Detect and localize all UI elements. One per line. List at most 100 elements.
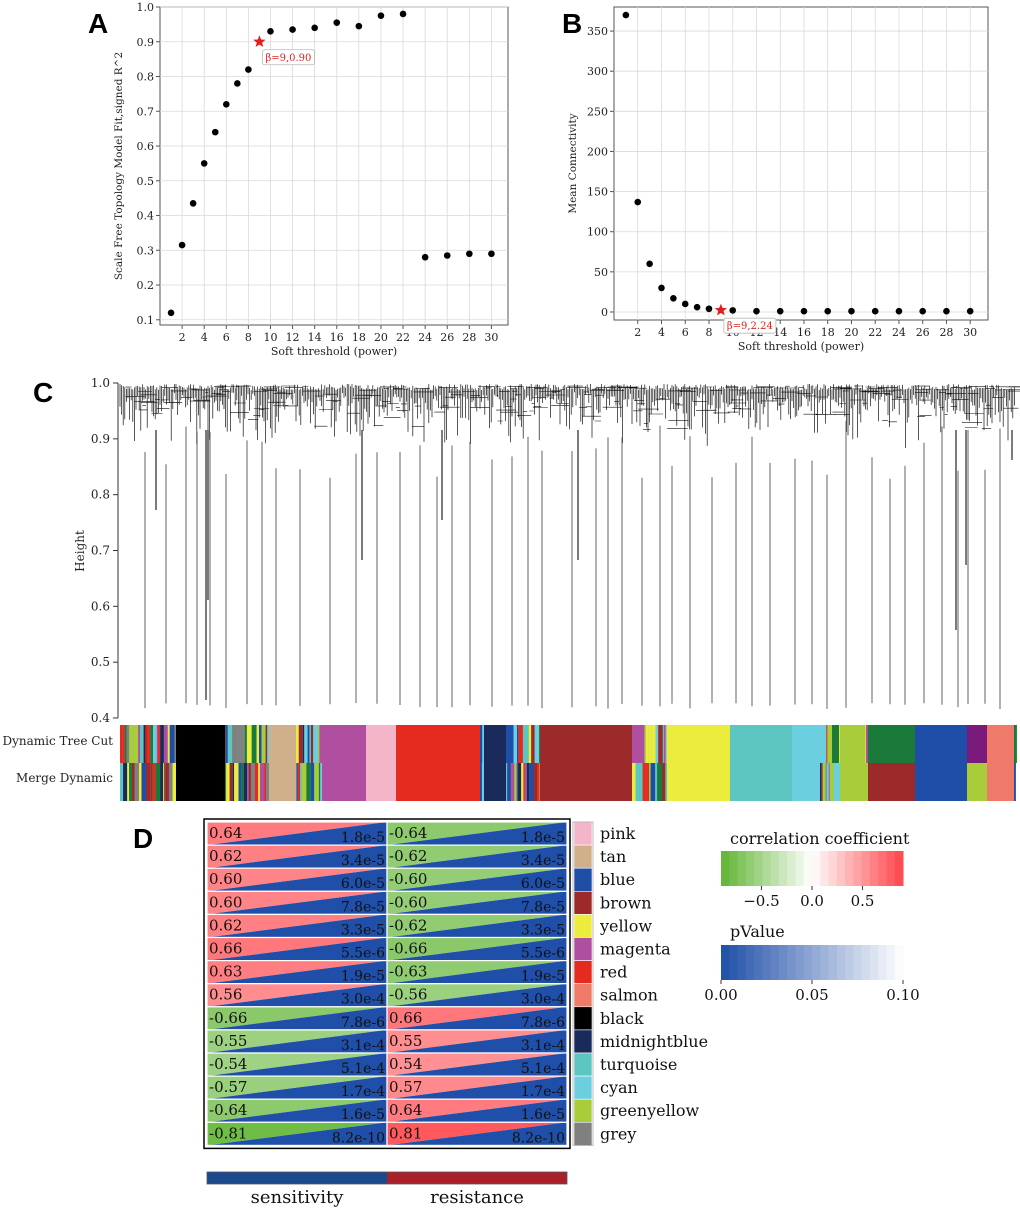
legend-p-swatch bbox=[737, 945, 747, 980]
y-tick-label: 100 bbox=[587, 226, 608, 239]
legend-corr-swatch bbox=[778, 851, 788, 886]
merge-row-stripe bbox=[225, 763, 227, 801]
x-tick-label: 24 bbox=[418, 331, 432, 344]
module-label: black bbox=[600, 1009, 644, 1028]
y-tick-label: 0.1 bbox=[137, 314, 155, 327]
merge-row-stripe bbox=[120, 763, 124, 801]
cell-r-value-sens: -0.66 bbox=[209, 1009, 247, 1027]
cell-r-value-res: -0.64 bbox=[389, 824, 427, 842]
merge-row-module-block bbox=[269, 763, 296, 801]
tree-cut-row-stripe bbox=[509, 725, 514, 763]
y-tick-label: 0.6 bbox=[91, 599, 110, 613]
cell-p-value-sens: 3.3e-5 bbox=[341, 922, 385, 938]
data-point bbox=[800, 307, 808, 315]
cell-correlation-res bbox=[387, 845, 567, 869]
panel-letter-c: C bbox=[33, 377, 53, 408]
data-point bbox=[693, 303, 701, 311]
legend-corr-swatch bbox=[737, 851, 747, 886]
legend-corr-swatch bbox=[762, 851, 772, 886]
tree-cut-row-stripe bbox=[244, 725, 247, 763]
legend-p-swatch bbox=[721, 945, 730, 980]
y-tick-label: 1.0 bbox=[91, 376, 110, 390]
x-tick-label: 22 bbox=[396, 331, 410, 344]
data-point bbox=[311, 24, 318, 32]
data-point bbox=[399, 10, 407, 18]
merge-row-module-block bbox=[730, 763, 792, 801]
merge-row-stripe bbox=[160, 763, 164, 801]
cell-p-value-sens: 1.7e-4 bbox=[341, 1084, 385, 1100]
module-swatch bbox=[573, 937, 593, 961]
module-swatch bbox=[573, 867, 593, 892]
merge-row-stripe bbox=[526, 763, 530, 801]
x-tick-label: 16 bbox=[330, 331, 344, 344]
column-bar-sensitivity bbox=[207, 1172, 387, 1184]
cell-pvalue-res bbox=[387, 1122, 567, 1146]
cell-r-value-sens: -0.57 bbox=[209, 1078, 247, 1096]
merge-row-stripe bbox=[150, 763, 153, 801]
merge-row-module-block bbox=[396, 763, 480, 801]
cell-pvalue-res bbox=[387, 983, 567, 1007]
cell-p-value-res: 3.1e-4 bbox=[521, 1038, 565, 1054]
plot-frame bbox=[159, 6, 509, 326]
data-point bbox=[178, 241, 186, 249]
tree-cut-row-stripe bbox=[167, 725, 170, 763]
dendrogram-merges bbox=[125, 385, 1020, 430]
legend-corr-swatch bbox=[729, 851, 739, 886]
cell-pvalue-sens bbox=[207, 1122, 387, 1146]
y-tick-label: 250 bbox=[587, 105, 608, 118]
module-swatch bbox=[573, 1122, 593, 1146]
legend-p-swatch bbox=[729, 945, 739, 980]
cell-p-value-res: 7.8e-6 bbox=[521, 1015, 565, 1031]
module-swatch bbox=[573, 960, 593, 984]
legend-corr-swatch bbox=[787, 851, 796, 886]
cell-correlation-res bbox=[387, 1122, 567, 1146]
tree-cut-row-stripe bbox=[173, 725, 175, 763]
module-label: turquoise bbox=[600, 1055, 677, 1074]
data-point bbox=[355, 22, 363, 30]
merge-row-stripe bbox=[297, 763, 301, 801]
cell-r-value-sens: -0.81 bbox=[209, 1124, 247, 1142]
y-tick-label: 0.4 bbox=[91, 711, 110, 725]
cell-r-value-res: 0.81 bbox=[389, 1124, 422, 1142]
y-tick-label: 0.3 bbox=[137, 244, 155, 257]
cell-correlation-sens bbox=[207, 1006, 387, 1030]
merge-row-stripe bbox=[247, 763, 249, 801]
merge-row-stripe bbox=[163, 763, 165, 801]
tree-cut-row-stripe bbox=[313, 725, 318, 763]
y-tick-label: 0.4 bbox=[137, 210, 155, 223]
tree-cut-row-stripe bbox=[259, 725, 262, 763]
merge-row-stripe bbox=[301, 763, 307, 801]
cell-r-value-sens: 0.63 bbox=[209, 963, 242, 981]
data-point bbox=[488, 250, 495, 258]
data-point bbox=[222, 101, 230, 108]
tree-cut-row-stripe bbox=[651, 725, 656, 763]
tree-cut-row-stripe bbox=[295, 725, 299, 763]
merge-row-stripe bbox=[833, 763, 839, 801]
merge-row-stripe bbox=[865, 763, 869, 801]
x-tick-label: 28 bbox=[462, 331, 476, 344]
tree-cut-row-stripe bbox=[655, 725, 659, 763]
tree-cut-row-module-block bbox=[792, 725, 820, 763]
tree-cut-row-stripe bbox=[138, 725, 140, 763]
row-label-tree-cut: Dynamic Tree Cut bbox=[2, 734, 113, 748]
data-point bbox=[245, 66, 252, 73]
merge-row-stripe bbox=[314, 763, 319, 801]
data-point bbox=[670, 295, 677, 302]
cell-pvalue-res bbox=[387, 1029, 567, 1053]
tree-cut-row-stripe bbox=[504, 725, 509, 763]
legend-p-swatch bbox=[878, 945, 887, 980]
cell-correlation-sens bbox=[207, 845, 387, 869]
legend-corr-title: correlation coefficient bbox=[730, 829, 910, 848]
module-swatch bbox=[573, 1098, 593, 1123]
legend-corr-swatch bbox=[886, 851, 896, 886]
tree-cut-row-module-block bbox=[176, 725, 225, 763]
legend-corr-swatch bbox=[721, 851, 730, 886]
merge-row-stripe bbox=[640, 763, 643, 801]
cell-r-value-res: -0.62 bbox=[389, 916, 427, 934]
legend-p-swatch bbox=[787, 945, 796, 980]
merge-row-module-block bbox=[176, 763, 225, 801]
cell-p-value-sens: 1.8e-5 bbox=[341, 830, 385, 846]
data-point bbox=[200, 160, 208, 167]
x-axis-label: Soft threshold (power) bbox=[271, 345, 397, 358]
tree-cut-row-stripe bbox=[513, 725, 517, 763]
